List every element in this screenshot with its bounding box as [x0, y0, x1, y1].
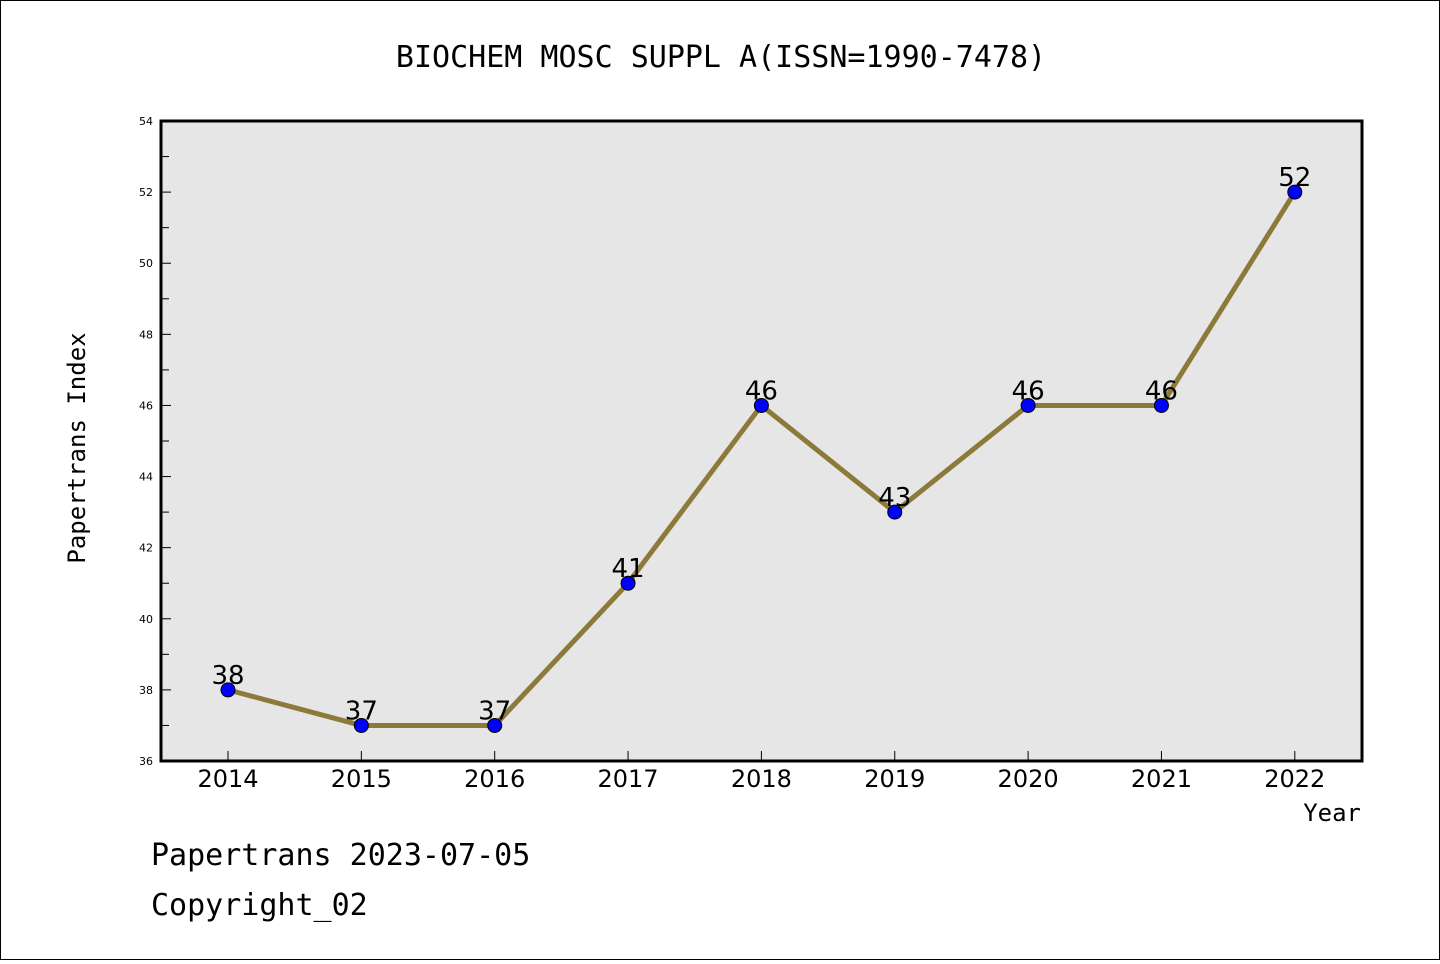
- data-label: 46: [745, 376, 778, 406]
- y-tick-label: 46: [139, 399, 153, 412]
- data-label: 46: [1012, 376, 1045, 406]
- data-point: [353, 717, 369, 733]
- x-tick-label: 2022: [1264, 765, 1325, 793]
- data-label: 37: [478, 696, 511, 726]
- data-label: 41: [612, 554, 645, 584]
- x-tick-label: 2018: [731, 765, 792, 793]
- y-tick-label: 48: [139, 328, 153, 341]
- data-label: 38: [211, 661, 244, 691]
- y-tick-label: 44: [139, 471, 153, 484]
- data-point: [1020, 397, 1036, 413]
- footer-copyright: Copyright_02: [151, 888, 368, 923]
- data-point: [1287, 184, 1303, 200]
- x-tick-label: 2020: [998, 765, 1059, 793]
- data-point: [753, 397, 769, 413]
- x-axis-title: Year: [1303, 799, 1361, 827]
- data-label: 37: [345, 696, 378, 726]
- x-axis-ticks: 2014 2015 2016 2017 2018 2019 2020 2021 2022: [197, 751, 1325, 793]
- y-axis-title: Papertrans Index: [63, 332, 91, 563]
- data-label: 52: [1278, 163, 1311, 193]
- data-point: [487, 717, 503, 733]
- y-tick-label: 40: [139, 613, 153, 626]
- y-tick-label: 42: [139, 542, 153, 555]
- x-tick-label: 2016: [464, 765, 525, 793]
- data-point: [220, 682, 236, 698]
- plot-area: [159, 119, 1364, 763]
- chart-title: BIOCHEM MOSC SUPPL A(ISSN=1990-7478): [396, 40, 1046, 75]
- x-tick-label: 2017: [598, 765, 659, 793]
- y-tick-label: 36: [139, 755, 153, 768]
- y-tick-label: 54: [139, 115, 153, 128]
- data-label: 43: [878, 483, 911, 513]
- data-point: [620, 575, 636, 591]
- y-tick-label: 38: [139, 684, 153, 697]
- series-layer: 38 37 37 41 46 43 46 46 52: [211, 163, 1311, 733]
- data-point: [1153, 397, 1169, 413]
- x-tick-label: 2019: [864, 765, 925, 793]
- y-tick-label: 50: [139, 257, 153, 270]
- x-tick-label: 2014: [197, 765, 258, 793]
- data-label: 46: [1145, 376, 1178, 406]
- y-tick-label: 52: [139, 186, 153, 199]
- y-axis-ticks: 36 38 40 42 44 46 48 50 52 54: [139, 115, 171, 768]
- x-tick-label: 2021: [1131, 765, 1192, 793]
- data-point: [887, 504, 903, 520]
- x-tick-label: 2015: [331, 765, 392, 793]
- footer-date: Papertrans 2023-07-05: [151, 838, 530, 873]
